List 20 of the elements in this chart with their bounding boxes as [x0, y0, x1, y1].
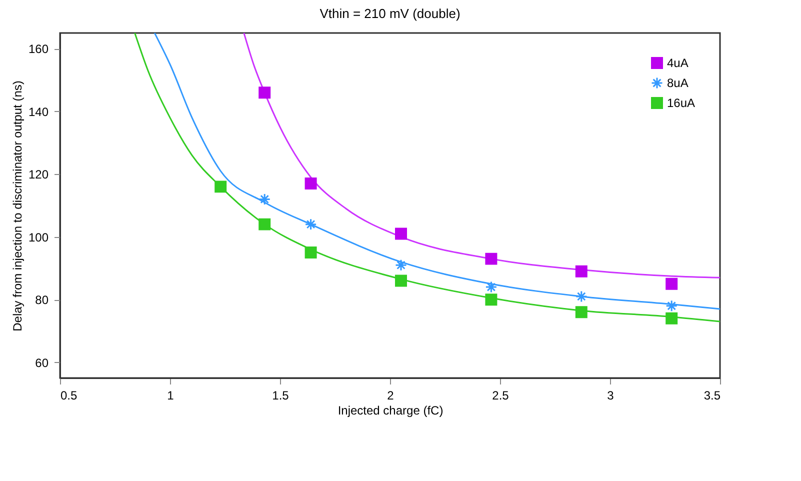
legend-label: 8uA — [667, 76, 688, 90]
x-tick-label: 2.5 — [492, 388, 510, 402]
line-series — [243, 33, 720, 278]
y-tick-label: 80 — [35, 293, 49, 308]
x-tick-label: 3 — [607, 388, 614, 402]
y-axis-title: Delay from injection to discriminator output (ns) — [10, 80, 24, 332]
x-tick-label: 2 — [387, 388, 394, 402]
y-tick-label: 140 — [28, 104, 49, 119]
y-tick-label: 100 — [28, 230, 49, 244]
x-tick-label: 1.5 — [272, 388, 290, 402]
legend-label: 4uA — [667, 56, 688, 70]
y-tick-label: 120 — [28, 168, 49, 182]
x-tick-label: 0.5 — [60, 388, 78, 402]
legend-label: 16uA — [667, 96, 696, 110]
x-tick-label: 1 — [167, 388, 174, 402]
x-tick-label: 3.5 — [704, 388, 721, 402]
x-axis-title: Injected charge (fC) — [338, 404, 444, 418]
chart-title: Vthin = 210 mV (double) — [320, 6, 460, 21]
y-tick-label: 60 — [35, 356, 49, 370]
y-tick-label: 160 — [28, 42, 49, 56]
